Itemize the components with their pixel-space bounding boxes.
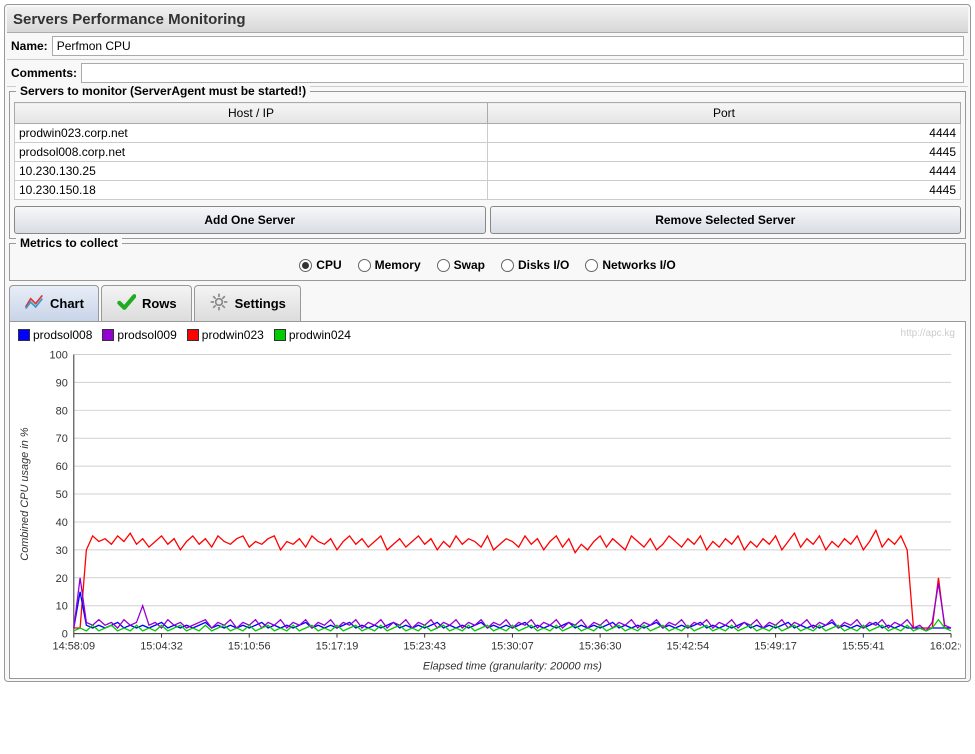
svg-text:50: 50 [56,489,68,501]
radio-cpu[interactable]: CPU [299,258,341,272]
radio-disks-i-o[interactable]: Disks I/O [501,258,569,272]
tab-label: Settings [235,296,286,311]
radio-icon [299,259,312,272]
legend-item: prodwin023 [187,328,264,342]
cell-port: 4444 [488,162,961,181]
cell-port: 4444 [488,124,961,143]
check-icon [116,292,136,315]
name-row: Name: [7,33,968,60]
radio-label: Disks I/O [518,258,569,272]
svg-text:15:23:43: 15:23:43 [403,641,446,653]
comments-row: Comments: [7,60,968,87]
add-server-button[interactable]: Add One Server [14,206,486,234]
svg-text:90: 90 [56,377,68,389]
svg-text:16:02:05: 16:02:05 [930,641,961,653]
cell-host: prodwin023.corp.net [15,124,488,143]
server-buttons: Add One Server Remove Selected Server [14,206,961,234]
tab-chart[interactable]: Chart [9,285,99,321]
svg-text:15:36:30: 15:36:30 [579,641,622,653]
svg-text:14:58:09: 14:58:09 [52,641,95,653]
tab-rows[interactable]: Rows [101,285,192,321]
gear-icon [209,292,229,315]
tab-bar: Chart Rows Settings [9,285,966,322]
svg-text:100: 100 [50,349,68,361]
chart-icon [24,292,44,315]
legend-label: prodsol009 [117,328,176,342]
legend-swatch [102,329,114,341]
metrics-fieldset: Metrics to collect CPUMemorySwapDisks I/… [9,243,966,281]
svg-text:15:30:07: 15:30:07 [491,641,534,653]
legend-label: prodsol008 [33,328,92,342]
legend-label: prodwin023 [202,328,264,342]
metrics-radios: CPU Memory Swap Disks I/O Networks I/O [14,248,961,276]
svg-text:Elapsed time (granularity: 200: Elapsed time (granularity: 20000 ms) [423,660,602,672]
radio-label: Networks I/O [602,258,675,272]
name-input[interactable] [52,36,964,56]
chart-svg: 0 10 20 30 40 50 60 70 80 90 100 14:58:09 15:04:32 15… [14,344,961,674]
radio-label: Swap [454,258,485,272]
legend-swatch [18,329,30,341]
servers-table: Host / IP Port prodwin023.corp.net4444pr… [14,102,961,200]
table-row[interactable]: 10.230.150.184445 [15,181,961,200]
chart-panel: prodsol008 prodsol009 prodwin023 prodwin024… [9,322,966,679]
svg-text:15:04:32: 15:04:32 [140,641,183,653]
comments-input[interactable] [81,63,964,83]
svg-text:20: 20 [56,573,68,585]
legend-swatch [274,329,286,341]
watermark: http://apc.kg [901,328,955,339]
cell-port: 4445 [488,143,961,162]
servers-legend: Servers to monitor (ServerAgent must be … [16,84,310,98]
svg-text:70: 70 [56,433,68,445]
col-port[interactable]: Port [488,103,961,124]
legend-label: prodwin024 [289,328,351,342]
cell-host: prodsol008.corp.net [15,143,488,162]
legend-item: prodsol009 [102,328,176,342]
svg-text:15:10:56: 15:10:56 [228,641,271,653]
name-label: Name: [11,39,48,53]
servers-fieldset: Servers to monitor (ServerAgent must be … [9,91,966,239]
svg-text:0: 0 [62,629,68,641]
comments-label: Comments: [11,66,77,80]
svg-text:60: 60 [56,461,68,473]
remove-server-button[interactable]: Remove Selected Server [490,206,962,234]
legend-item: prodsol008 [18,328,92,342]
col-host[interactable]: Host / IP [15,103,488,124]
svg-text:Combined CPU usage in %: Combined CPU usage in % [19,427,31,561]
table-row[interactable]: 10.230.130.254444 [15,162,961,181]
radio-icon [437,259,450,272]
svg-text:10: 10 [56,601,68,613]
metrics-legend: Metrics to collect [16,236,122,250]
page-title: Servers Performance Monitoring [7,7,968,33]
legend-swatch [187,329,199,341]
tab-label: Rows [142,296,177,311]
legend-item: prodwin024 [274,328,351,342]
main-panel: Servers Performance Monitoring Name: Com… [4,4,971,682]
svg-text:15:17:19: 15:17:19 [316,641,359,653]
cell-host: 10.230.130.25 [15,162,488,181]
radio-label: Memory [375,258,421,272]
svg-text:30: 30 [56,545,68,557]
cell-port: 4445 [488,181,961,200]
radio-networks-i-o[interactable]: Networks I/O [585,258,675,272]
tab-settings[interactable]: Settings [194,285,301,321]
cell-host: 10.230.150.18 [15,181,488,200]
svg-text:15:49:17: 15:49:17 [754,641,797,653]
svg-text:15:42:54: 15:42:54 [667,641,710,653]
chart-legend: prodsol008 prodsol009 prodwin023 prodwin024… [14,326,961,344]
svg-text:40: 40 [56,517,68,529]
radio-icon [358,259,371,272]
radio-icon [585,259,598,272]
table-row[interactable]: prodsol008.corp.net4445 [15,143,961,162]
table-row[interactable]: prodwin023.corp.net4444 [15,124,961,143]
tab-label: Chart [50,296,84,311]
radio-label: CPU [316,258,341,272]
svg-text:80: 80 [56,405,68,417]
radio-memory[interactable]: Memory [358,258,421,272]
radio-icon [501,259,514,272]
radio-swap[interactable]: Swap [437,258,485,272]
svg-text:15:55:41: 15:55:41 [842,641,885,653]
